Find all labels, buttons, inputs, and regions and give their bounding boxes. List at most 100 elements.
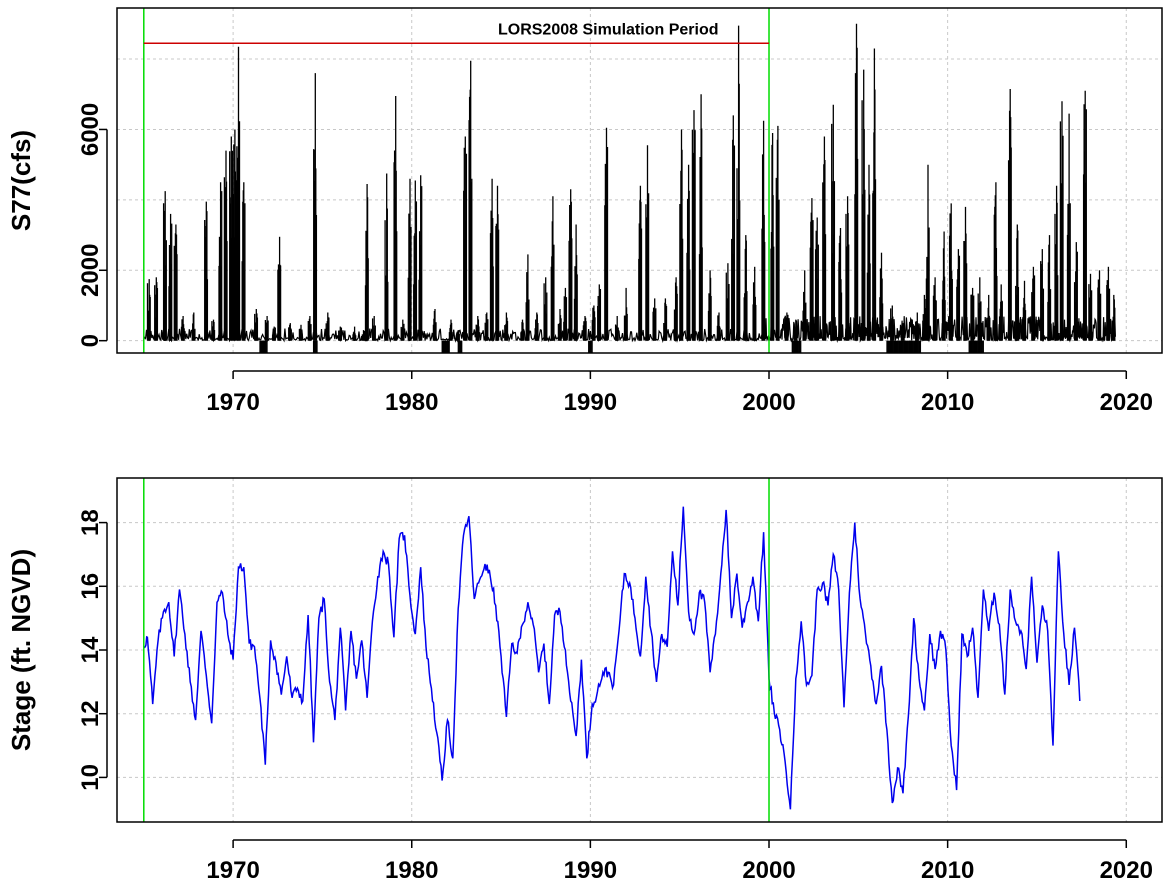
flow-spike: [970, 287, 975, 341]
grid: [117, 478, 1162, 822]
plot-frame: [116, 7, 1163, 354]
flow-spike: [956, 249, 961, 341]
negative-flow: [968, 340, 984, 353]
flow-spike: [191, 312, 196, 341]
flow-spike: [563, 287, 568, 341]
flow-spike: [1073, 242, 1078, 341]
x-tick-label: 2000: [742, 857, 795, 884]
flow-spike: [998, 284, 1003, 341]
flow-spike: [925, 164, 930, 341]
y-axis: 10 12 14 16 18: [77, 509, 108, 791]
flow-spike: [743, 235, 748, 341]
flow-spike: [463, 136, 468, 341]
simulation-period-label: LORS2008 Simulation Period: [498, 21, 719, 38]
flow-spike: [489, 178, 494, 341]
flow-spike: [264, 316, 269, 341]
flow-spike: [504, 312, 509, 341]
flow-spike: [413, 180, 418, 341]
flow-spike: [484, 312, 489, 341]
x-axis: 1970 1980 1990 2000 2010 2020: [206, 839, 1153, 884]
flow-spike: [1111, 294, 1116, 341]
flow-spike: [604, 127, 609, 341]
flow-spike: [915, 312, 919, 341]
flow-spike: [793, 319, 798, 341]
flow-spike: [900, 323, 905, 341]
y-tick-label: 18: [77, 509, 104, 536]
flow-spike: [204, 201, 209, 341]
x-tick-label: 1990: [564, 857, 617, 884]
flow-spike: [977, 277, 982, 341]
plot-frame: [116, 477, 1163, 823]
negative-flow: [791, 340, 802, 353]
flow-spike: [1015, 224, 1020, 341]
flow-spike: [298, 324, 303, 341]
x-axis: 1970 1980 1990 2000 2010 2020: [206, 370, 1153, 416]
y-axis-label: Stage (ft. NGVD): [6, 549, 36, 751]
flow-spike: [543, 277, 548, 341]
negative-flow: [886, 340, 922, 353]
flow-spike: [162, 191, 167, 341]
flow-spike: [364, 184, 369, 341]
flow-spike: [338, 326, 343, 341]
flow-spike: [232, 129, 237, 341]
reference-lines: [143, 8, 770, 353]
flow-spike: [814, 217, 819, 341]
flow-spike: [645, 145, 650, 341]
negative-flow: [588, 340, 593, 353]
flow-spike: [686, 164, 691, 341]
flow-spike: [1059, 101, 1064, 341]
flow-spike: [534, 312, 539, 341]
flow-spike: [761, 120, 766, 341]
stage-panel: 1970 1980 1990 2000 2010 2020 10 12 14 16 18 Stag…: [6, 477, 1163, 884]
flow-spike: [752, 266, 757, 341]
flow-spike: [623, 287, 628, 341]
flow-spike: [591, 305, 596, 341]
x-tick-label: 2020: [1100, 389, 1153, 416]
y-axis: 0 2000 6000: [77, 103, 108, 347]
flow-spike: [418, 175, 423, 341]
flow-spike: [400, 319, 405, 341]
flow-spike: [663, 298, 668, 341]
flow-spike: [1040, 249, 1045, 341]
negative-flow: [457, 340, 463, 353]
flow-spike: [254, 309, 259, 341]
negative-flow: [312, 340, 318, 353]
flow-spike: [1047, 235, 1052, 341]
flow-spike: [468, 60, 473, 341]
flow-spike: [854, 23, 859, 341]
y-axis-label: S77(cfs): [6, 130, 36, 231]
x-tick-label: 2000: [742, 389, 795, 416]
flow-spike: [432, 309, 437, 341]
flow-spike: [520, 319, 525, 341]
y-tick-label: 14: [77, 636, 104, 663]
flow-spike: [986, 294, 991, 341]
flow-spike: [1106, 266, 1111, 341]
x-tick-label: 1990: [564, 389, 617, 416]
flow-spike: [229, 136, 234, 341]
flow-spike: [736, 25, 741, 341]
flow-spike: [568, 189, 573, 341]
flow-spike: [371, 316, 376, 341]
flow-spike: [223, 150, 228, 341]
x-tick-label: 1980: [385, 389, 438, 416]
flow-spike: [1054, 185, 1059, 341]
flow-spike: [475, 316, 480, 341]
flow-spike: [822, 136, 827, 341]
flow-spike: [168, 213, 173, 341]
reference-lines: [143, 478, 770, 822]
y-tick-label: 2000: [77, 244, 104, 297]
flow-spike: [211, 319, 216, 341]
flow-spike: [673, 277, 678, 341]
flow-spike: [352, 326, 357, 341]
negative-flow: [259, 340, 268, 353]
flow-spike: [277, 236, 282, 341]
flow-spike: [218, 182, 223, 341]
flow-spike: [393, 96, 398, 341]
flow-spike: [557, 309, 562, 341]
flow-spike: [1066, 113, 1071, 341]
x-tick-label: 2010: [921, 857, 974, 884]
flow-spike: [838, 228, 843, 341]
y-tick-label: 16: [77, 573, 104, 600]
flow-spike: [770, 133, 775, 341]
